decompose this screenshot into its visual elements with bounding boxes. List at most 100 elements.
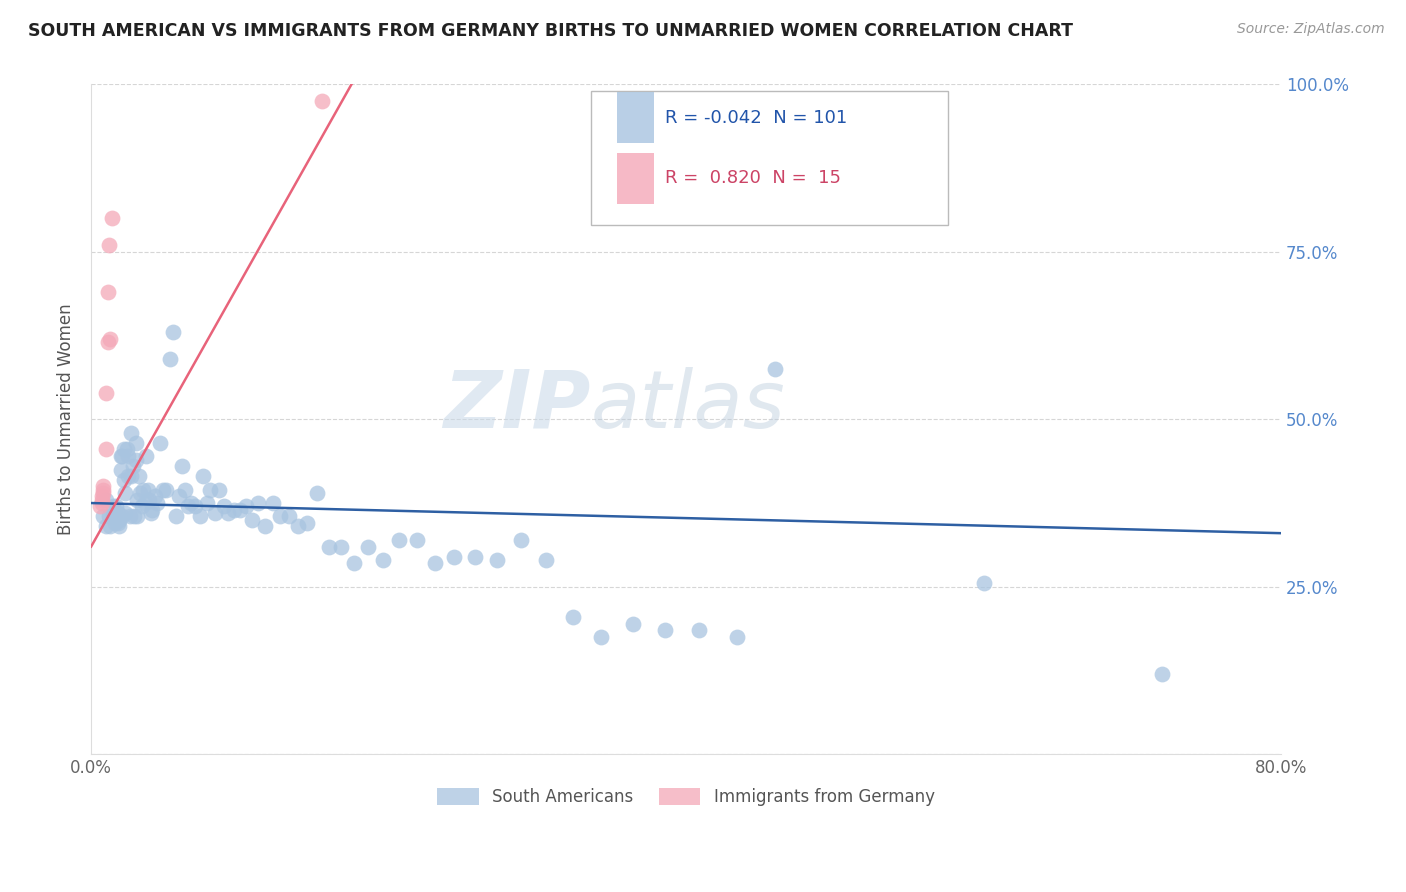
Point <box>105 500 128 514</box>
Point <box>973 576 995 591</box>
Point <box>145 496 167 510</box>
Point <box>486 553 509 567</box>
Point <box>204 506 226 520</box>
Point <box>100 332 122 346</box>
Point <box>159 352 181 367</box>
Point <box>103 509 125 524</box>
Point <box>443 549 465 564</box>
Point <box>464 549 486 564</box>
Point <box>91 483 114 497</box>
Point <box>287 519 309 533</box>
Point <box>591 630 613 644</box>
Point <box>148 435 170 450</box>
Point <box>405 533 427 547</box>
Point <box>170 459 193 474</box>
Point <box>763 362 786 376</box>
Text: R = -0.042  N = 101: R = -0.042 N = 101 <box>665 109 846 127</box>
Point <box>98 238 121 252</box>
Point <box>562 610 585 624</box>
Point <box>254 519 277 533</box>
Point <box>125 435 148 450</box>
Point <box>688 624 710 638</box>
Point <box>107 516 129 530</box>
Point <box>105 509 128 524</box>
Point <box>229 502 252 516</box>
Point <box>423 557 446 571</box>
Point <box>91 509 114 524</box>
Point <box>371 553 394 567</box>
Point <box>112 442 135 457</box>
Point <box>112 473 135 487</box>
Point <box>536 553 558 567</box>
Point <box>114 506 136 520</box>
Point <box>246 496 269 510</box>
Point <box>129 486 152 500</box>
Point <box>177 500 200 514</box>
Point <box>262 496 284 510</box>
Point <box>136 483 159 497</box>
Text: ZIP: ZIP <box>443 367 591 445</box>
Point <box>108 519 131 533</box>
Point <box>117 449 139 463</box>
Point <box>127 509 149 524</box>
Point <box>90 496 112 510</box>
Point <box>131 500 153 514</box>
Text: R =  0.820  N =  15: R = 0.820 N = 15 <box>665 169 841 187</box>
Point <box>162 325 184 339</box>
Point <box>235 500 257 514</box>
Point <box>195 496 218 510</box>
Point <box>101 211 124 226</box>
Point <box>198 483 221 497</box>
Point <box>135 449 157 463</box>
FancyBboxPatch shape <box>591 91 948 225</box>
Point <box>91 479 114 493</box>
Point <box>240 513 263 527</box>
Point <box>107 506 129 520</box>
Point <box>100 519 122 533</box>
Point <box>111 509 134 524</box>
FancyBboxPatch shape <box>617 153 654 203</box>
Point <box>155 483 177 497</box>
Legend: South Americans, Immigrants from Germany: South Americans, Immigrants from Germany <box>430 781 942 813</box>
Point <box>110 462 132 476</box>
Text: SOUTH AMERICAN VS IMMIGRANTS FROM GERMANY BIRTHS TO UNMARRIED WOMEN CORRELATION : SOUTH AMERICAN VS IMMIGRANTS FROM GERMAN… <box>28 22 1073 40</box>
Point <box>120 425 142 440</box>
Point <box>388 533 411 547</box>
Point <box>141 502 163 516</box>
Point <box>124 509 146 524</box>
Point <box>103 500 125 514</box>
Point <box>94 519 117 533</box>
Point <box>115 442 138 457</box>
Point <box>139 506 162 520</box>
Text: atlas: atlas <box>591 367 786 445</box>
Point <box>118 509 141 524</box>
Point <box>188 509 211 524</box>
Point <box>173 483 195 497</box>
Point <box>343 557 366 571</box>
Point <box>357 540 380 554</box>
Point <box>121 459 143 474</box>
Point <box>191 469 214 483</box>
Point <box>89 500 111 514</box>
FancyBboxPatch shape <box>617 93 654 144</box>
Point <box>208 483 231 497</box>
Point <box>295 516 318 530</box>
Point <box>104 516 127 530</box>
Point <box>217 506 239 520</box>
Point <box>96 335 118 350</box>
Point <box>654 624 676 638</box>
Point <box>1150 666 1173 681</box>
Point <box>222 502 245 516</box>
Y-axis label: Births to Unmarried Women: Births to Unmarried Women <box>58 303 75 535</box>
Point <box>184 500 207 514</box>
Point <box>725 630 748 644</box>
Point <box>311 94 333 108</box>
Text: Source: ZipAtlas.com: Source: ZipAtlas.com <box>1237 22 1385 37</box>
Point <box>114 486 136 500</box>
Point <box>167 489 190 503</box>
Point <box>94 385 117 400</box>
Point <box>108 513 131 527</box>
Point <box>96 285 118 299</box>
Point <box>125 452 148 467</box>
Point <box>120 469 142 483</box>
